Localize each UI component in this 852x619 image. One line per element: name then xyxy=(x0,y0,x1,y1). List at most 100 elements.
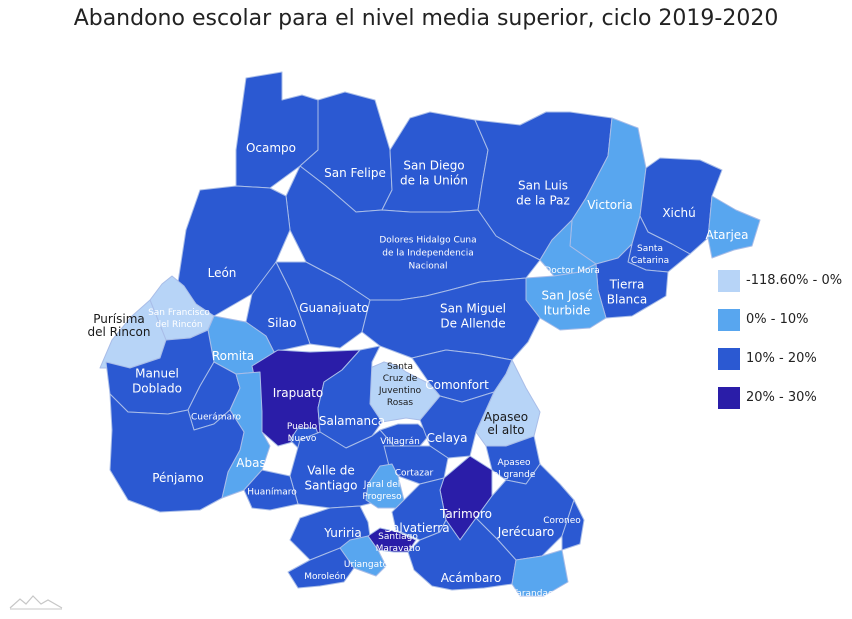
label-penjamo: Pénjamo xyxy=(152,471,204,485)
label-line: Rosas xyxy=(387,398,414,408)
label-santiago-maravatio: Santiago Maravatío xyxy=(376,532,421,554)
label-apaseo-el-grande: Apaseo el grande xyxy=(493,458,536,480)
label-line: Comonfort xyxy=(425,378,489,392)
chart-title: Abandono escolar para el nivel media sup… xyxy=(73,6,779,31)
label-line: Villagrán xyxy=(380,437,420,447)
label-xichu: Xichú xyxy=(662,206,695,220)
region-salamanca[interactable] xyxy=(317,345,383,449)
label-line: San Francisco xyxy=(148,308,210,318)
label-comonfort: Comonfort xyxy=(425,378,489,392)
label-line: Yuriria xyxy=(323,526,361,540)
label-santa-cruz-de-juventino-rosas: Santa Cruz de Juventino Rosas xyxy=(378,362,422,408)
label-line: San Luis xyxy=(518,179,568,193)
label-line: De Allende xyxy=(440,317,505,331)
label-line: Celaya xyxy=(427,431,468,445)
label-line: Pénjamo xyxy=(152,471,204,485)
legend-label: 10% - 20% xyxy=(746,351,817,366)
label-line: Santiago xyxy=(378,532,418,542)
label-line: del Rincon xyxy=(88,325,151,339)
label-line: San José xyxy=(542,289,593,303)
region-tarandacuao[interactable] xyxy=(511,549,569,597)
label-line: Jaral del xyxy=(363,480,401,490)
label-line: Santiago xyxy=(305,479,358,493)
label-jerecuaro: Jerécuaro xyxy=(497,525,555,539)
label-line: Nacional xyxy=(409,262,448,272)
label-salvatierra: Salvatierra xyxy=(384,521,449,535)
label-san-luis-de-la-paz: San Luis de la Paz xyxy=(516,179,570,208)
label-line: de la Paz xyxy=(516,194,570,208)
label-line: Uriangato xyxy=(344,560,389,570)
region-uriangato[interactable] xyxy=(339,535,387,577)
label-pueblo-nuevo: Pueblo Nuevo xyxy=(287,422,318,444)
label-line: Valle de xyxy=(307,464,355,478)
region-apaseo-el-alto[interactable] xyxy=(475,359,541,447)
region-santiago-maravatio[interactable] xyxy=(367,527,417,553)
legend-swatch xyxy=(718,309,740,331)
label-yuriria: Yuriria xyxy=(323,526,361,540)
label-line: Cruz de xyxy=(383,374,418,384)
label-line: Tarimoro xyxy=(439,507,492,521)
label-villagran: Villagrán xyxy=(380,437,420,447)
region-san-miguel-de-allende[interactable] xyxy=(361,277,541,361)
label-san-francisco-del-rincon: San Francisco del Rincón xyxy=(148,308,210,330)
label-leon: León xyxy=(208,266,237,280)
label-line: Santa xyxy=(637,244,663,254)
label-line: Purísima xyxy=(93,312,145,326)
label-line: Apaseo xyxy=(497,458,531,468)
label-line: Doctor Mora xyxy=(544,266,599,276)
label-abasolo: Abasolo xyxy=(236,456,283,470)
label-line: de la Independencia xyxy=(382,249,473,259)
label-tarimoro: Tarimoro xyxy=(439,507,492,521)
label-line: Silao xyxy=(268,316,297,330)
label-line: Catarina xyxy=(631,256,669,266)
label-line: Jerécuaro xyxy=(497,525,555,539)
region-penjamo[interactable] xyxy=(109,393,245,513)
label-cueramaro: Cuerámaro xyxy=(191,413,242,423)
label-line: Cuerámaro xyxy=(191,413,242,423)
label-guanajuato: Guanajuato xyxy=(299,301,369,315)
label-ocampo: Ocampo xyxy=(246,141,296,155)
label-line: Moroleón xyxy=(304,571,346,582)
label-line: San Diego xyxy=(403,159,464,173)
label-line: Irapuato xyxy=(273,386,323,400)
region-atarjea[interactable] xyxy=(707,195,761,259)
label-tarandacuao: Tarandacuao xyxy=(511,589,570,599)
label-line: San Miguel xyxy=(440,302,506,316)
label-apaseo-el-alto: Apaseo el alto xyxy=(484,410,528,437)
region-moroleon[interactable] xyxy=(287,547,355,589)
label-line: el alto xyxy=(487,423,524,437)
label-line: Pueblo xyxy=(287,422,318,432)
label-line: Doblado xyxy=(132,382,182,396)
label-line: Huanímaro xyxy=(247,488,297,498)
label-san-felipe: San Felipe xyxy=(324,166,386,180)
region-huanimaro[interactable] xyxy=(243,469,299,511)
label-line: Progreso xyxy=(362,492,402,502)
label-line: Acámbaro xyxy=(441,571,502,585)
label-silao: Silao xyxy=(268,316,297,330)
label-line: del Rincón xyxy=(155,319,202,330)
label-huanimaro: Huanímaro xyxy=(247,488,297,498)
label-line: Nuevo xyxy=(288,434,317,444)
label-line: Blanca xyxy=(607,293,647,307)
label-line: Tarandacuao xyxy=(511,589,570,599)
label-line: Coroneo xyxy=(543,516,581,526)
legend-label: 0% - 10% xyxy=(746,312,809,327)
label-line: San Felipe xyxy=(324,166,386,180)
label-salamanca: Salamanca xyxy=(319,414,385,428)
label-uriangato: Uriangato xyxy=(344,560,389,570)
label-line: Manuel xyxy=(135,367,179,381)
label-line: Tierra xyxy=(609,278,645,292)
label-cortazar: Cortazar xyxy=(395,469,434,479)
legend-label: 20% - 30% xyxy=(746,390,817,405)
label-manuel-doblado: Manuel Doblado xyxy=(132,367,182,396)
region-coroneo[interactable] xyxy=(561,499,585,551)
label-dolores-hidalgo-cuna-de-la-independencia-nacional: Dolores Hidalgo Cuna de la Independencia N… xyxy=(379,236,476,272)
label-line: Victoria xyxy=(587,198,633,212)
legend-swatch xyxy=(718,387,740,409)
label-line: Abasolo xyxy=(236,456,283,470)
label-line: Apaseo xyxy=(484,410,528,424)
label-line: Romita xyxy=(212,349,254,363)
label-tierra-blanca: Tierra Blanca xyxy=(607,278,647,307)
label-line: el grande xyxy=(493,470,536,480)
label-victoria: Victoria xyxy=(587,198,633,212)
